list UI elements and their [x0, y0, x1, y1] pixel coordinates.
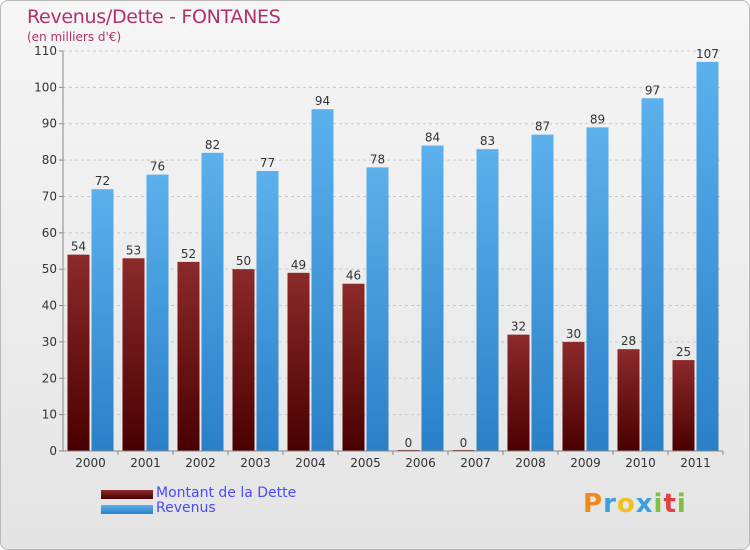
x-tick-label: 2001	[130, 456, 161, 470]
x-tick-label: 2011	[680, 456, 711, 470]
x-tick-label: 2002	[185, 456, 216, 470]
x-tick-label: 2008	[515, 456, 546, 470]
chart-subtitle: (en milliers d'€)	[27, 30, 122, 44]
bar-revenus	[696, 61, 719, 452]
y-tick-label: 40	[42, 299, 57, 313]
data-label-debt: 50	[236, 254, 251, 268]
y-tick-label: 10	[42, 408, 57, 422]
axes: 0 10 20 30 40 50 60 70 80 90 100 110 2000 2001 2002 200…	[34, 44, 724, 470]
data-label-debt: 54	[71, 240, 86, 254]
data-label-revenus: 83	[480, 134, 495, 148]
data-label-debt: 0	[460, 436, 468, 450]
legend-swatch-revenus	[101, 505, 153, 514]
logo-letter: x	[635, 489, 654, 519]
legend-swatch-debt	[101, 490, 153, 499]
data-label-debt: 25	[676, 345, 691, 359]
data-label-revenus: 87	[535, 120, 550, 134]
bar-debt	[287, 272, 310, 451]
bar-revenus	[366, 167, 389, 451]
bar-debt	[672, 360, 695, 451]
data-label-debt: 32	[511, 320, 526, 334]
x-tick-label: 2005	[350, 456, 381, 470]
data-label-revenus: 97	[645, 83, 660, 97]
bar-debt	[122, 258, 145, 451]
bar-revenus	[531, 134, 554, 452]
logo-letter: P	[583, 489, 604, 519]
bar-revenus	[586, 127, 609, 451]
bar-debt	[67, 254, 90, 451]
bar-revenus	[476, 149, 499, 451]
data-label-revenus: 72	[95, 174, 110, 188]
bar-debt	[342, 283, 365, 451]
legend-label-revenus: Revenus	[156, 500, 216, 516]
data-label-revenus: 82	[205, 138, 220, 152]
bar-revenus	[256, 171, 279, 451]
y-tick-label: 30	[42, 335, 57, 349]
grid-lines	[63, 50, 723, 452]
y-tick-label: 0	[49, 444, 57, 458]
legend-label-debt: Montant de la Dette	[156, 485, 297, 501]
y-tick-label: 80	[42, 153, 57, 167]
x-tick-label: 2006	[405, 456, 436, 470]
bars	[67, 61, 719, 452]
logo-letter: o	[616, 489, 636, 519]
data-label-revenus: 84	[425, 131, 440, 145]
data-label-revenus: 107	[696, 47, 719, 61]
bar-debt	[617, 349, 640, 451]
logo-letter: r	[603, 489, 617, 519]
bar-debt	[507, 334, 530, 451]
bar-debt	[562, 341, 585, 451]
data-label-revenus: 78	[370, 152, 385, 166]
data-label-debt: 28	[621, 334, 636, 348]
bar-revenus	[641, 98, 664, 451]
logo-letter: i	[653, 489, 664, 519]
data-label-revenus: 89	[590, 112, 605, 126]
data-label-debt: 46	[346, 269, 361, 283]
bar-revenus	[91, 189, 114, 451]
data-label-revenus: 76	[150, 160, 165, 174]
y-tick-label: 20	[42, 371, 57, 385]
bar-debt	[177, 261, 200, 451]
bar-revenus	[421, 145, 444, 451]
data-label-debt: 49	[291, 258, 306, 272]
logo-letter: t	[663, 489, 677, 519]
chart-title: Revenus/Dette - FONTANES	[27, 6, 281, 28]
data-label-revenus: 77	[260, 156, 275, 170]
data-label-debt: 0	[405, 436, 413, 450]
x-tick-label: 2009	[570, 456, 601, 470]
y-tick-label: 100	[34, 80, 57, 94]
x-tick-label: 2003	[240, 456, 271, 470]
data-label-debt: 30	[566, 327, 581, 341]
proxiti-logo: Proxiti	[583, 489, 687, 519]
y-tick-label: 110	[34, 44, 57, 58]
y-tick-label: 70	[42, 189, 57, 203]
data-labels: 54 72 53 76 52 82 50 77 49 94 46 78 0 84 0 83 32 87 30 89 28…	[71, 47, 719, 450]
bar-revenus	[311, 109, 334, 451]
x-tick-label: 2007	[460, 456, 491, 470]
bar-revenus	[146, 174, 169, 452]
data-label-revenus: 94	[315, 94, 330, 108]
data-label-debt: 53	[126, 243, 141, 257]
data-label-debt: 52	[181, 247, 196, 261]
x-tick-label: 2004	[295, 456, 326, 470]
y-tick-label: 50	[42, 262, 57, 276]
y-tick-label: 60	[42, 226, 57, 240]
bar-debt	[232, 269, 255, 451]
x-tick-label: 2000	[75, 456, 106, 470]
y-tick-label: 90	[42, 117, 57, 131]
logo-letter: i	[676, 489, 687, 519]
x-tick-label: 2010	[625, 456, 656, 470]
bar-revenus	[201, 152, 224, 451]
